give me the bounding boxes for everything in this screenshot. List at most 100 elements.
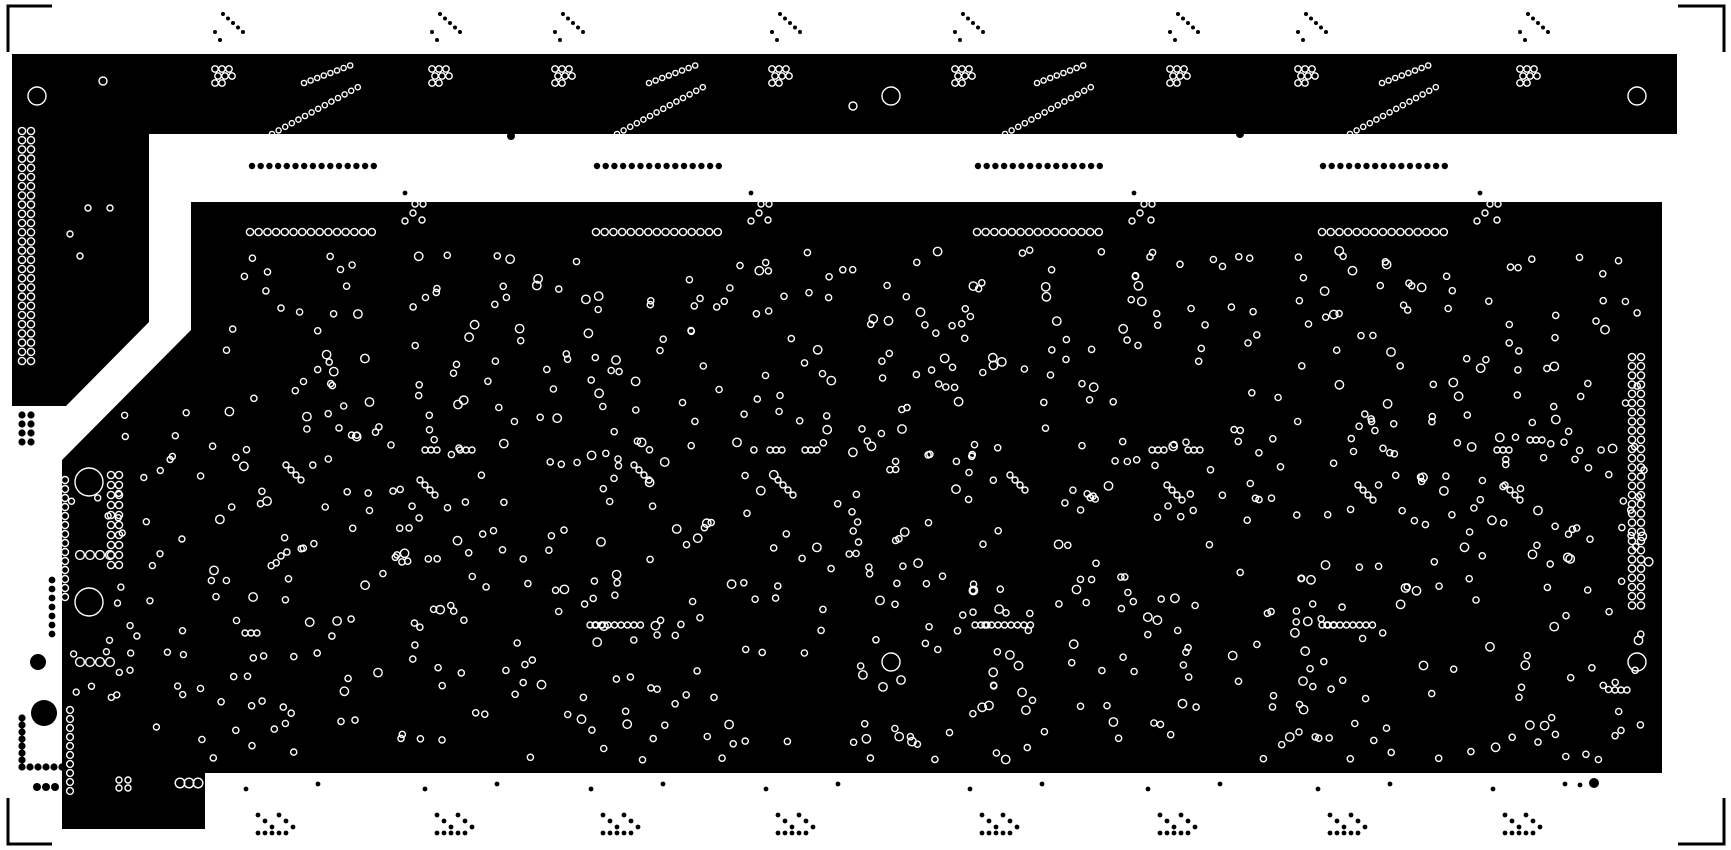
pad-icon: [1341, 830, 1347, 836]
via-icon: [60, 538, 70, 548]
via-icon: [249, 654, 258, 662]
via-icon: [743, 509, 751, 518]
pad-icon: [18, 438, 26, 446]
pad-icon: [48, 612, 56, 620]
pad-icon: [1354, 162, 1362, 170]
via-icon: [784, 486, 792, 494]
via-icon: [688, 597, 697, 606]
via-icon: [26, 181, 36, 191]
via-icon: [1078, 441, 1086, 450]
pad-icon: [213, 30, 217, 34]
via-icon: [72, 688, 80, 696]
via-icon: [17, 237, 27, 246]
via-icon: [1274, 393, 1282, 402]
via-icon: [1470, 504, 1478, 512]
via-icon: [1367, 415, 1375, 423]
via-icon: [1046, 371, 1055, 379]
via-icon: [1040, 281, 1051, 292]
via-icon: [1405, 279, 1413, 288]
via-icon: [65, 768, 75, 778]
via-icon: [118, 529, 126, 537]
via-icon: [586, 450, 597, 461]
via-icon: [860, 720, 869, 728]
via-icon: [1176, 260, 1184, 269]
via-icon: [774, 582, 782, 590]
via-icon: [152, 723, 161, 731]
via-icon: [1636, 509, 1646, 518]
via-icon: [531, 280, 542, 291]
via-icon: [1020, 365, 1029, 373]
via-icon: [645, 476, 653, 484]
via-icon: [1142, 612, 1153, 623]
copper-pour-group: [12, 54, 1677, 829]
via-icon: [741, 645, 750, 654]
pad-icon: [458, 30, 462, 34]
via-icon: [750, 446, 758, 454]
via-icon: [26, 227, 36, 237]
pad-icon: [335, 162, 343, 170]
via-icon: [1463, 411, 1472, 419]
via-icon: [232, 616, 241, 625]
via-icon: [401, 217, 409, 225]
via-icon: [303, 425, 311, 433]
via-icon: [339, 686, 350, 697]
via-icon: [341, 227, 351, 237]
pad-icon: [628, 162, 635, 170]
via-icon: [1103, 480, 1114, 491]
pad-icon: [1355, 818, 1361, 824]
via-icon: [228, 325, 237, 333]
via-icon: [1597, 446, 1605, 454]
via-icon: [66, 230, 74, 238]
via-icon: [1306, 664, 1314, 673]
via-icon: [94, 549, 106, 561]
pad-icon: [1345, 162, 1353, 170]
via-icon: [1636, 472, 1646, 481]
pad-icon: [553, 30, 557, 34]
via-icon: [659, 105, 667, 113]
via-icon: [718, 754, 726, 763]
via-icon: [915, 307, 926, 318]
via-icon: [281, 719, 290, 728]
via-icon: [948, 321, 956, 330]
pad-icon: [301, 162, 308, 170]
pad-icon: [635, 824, 641, 830]
via-icon: [1627, 407, 1637, 417]
via-icon: [1405, 69, 1412, 77]
via-icon: [26, 200, 36, 209]
via-icon: [430, 435, 439, 444]
via-icon: [652, 77, 659, 84]
via-icon: [17, 200, 27, 209]
via-icon: [927, 366, 936, 374]
via-icon: [1179, 661, 1188, 669]
via-icon: [764, 216, 772, 224]
via-icon: [297, 544, 306, 553]
via-icon: [1530, 65, 1538, 73]
via-icon: [26, 329, 36, 338]
via-icon: [652, 227, 662, 237]
via-icon: [1243, 516, 1251, 525]
via-hole-group: [17, 62, 1654, 796]
via-icon: [1611, 731, 1619, 740]
via-icon: [559, 584, 570, 595]
via-icon: [457, 669, 466, 677]
via-icon: [231, 726, 240, 735]
via-icon: [996, 356, 1007, 367]
via-icon: [1335, 227, 1344, 237]
via-icon: [328, 98, 335, 105]
via-icon: [1151, 461, 1159, 470]
crop-mark-icon: [1678, 798, 1726, 846]
via-icon: [115, 668, 124, 677]
via-icon: [106, 520, 116, 530]
pad-icon: [18, 429, 26, 437]
via-icon: [464, 332, 474, 343]
via-icon: [106, 490, 116, 500]
via-icon: [1152, 615, 1163, 626]
pad-icon: [1502, 830, 1508, 836]
via-icon: [605, 497, 614, 506]
via-icon: [1390, 449, 1399, 458]
via-icon: [1453, 438, 1462, 447]
via-icon: [1013, 660, 1024, 671]
via-icon: [1485, 641, 1495, 652]
via-icon: [653, 109, 660, 116]
via-icon: [1404, 227, 1414, 237]
